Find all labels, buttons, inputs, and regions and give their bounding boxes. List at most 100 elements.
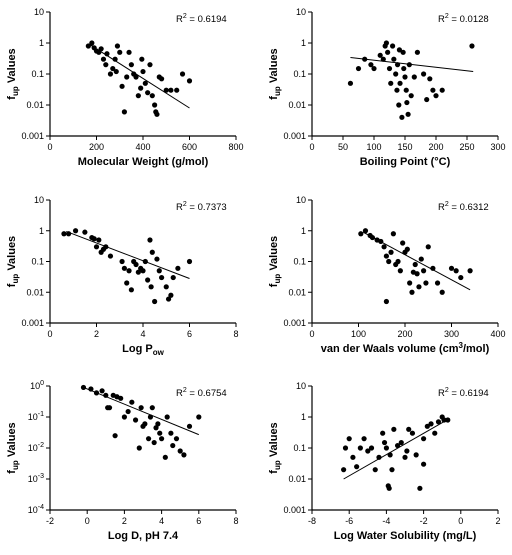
data-point: [423, 280, 429, 286]
data-point: [417, 485, 423, 491]
data-point: [358, 231, 364, 237]
data-point: [414, 49, 420, 55]
x-tick-label: 0: [309, 142, 314, 152]
x-tick-label: 300: [490, 142, 505, 152]
data-point: [418, 256, 424, 262]
data-point: [89, 40, 95, 46]
y-tick-label: 10-3: [28, 473, 44, 484]
data-point: [391, 426, 397, 432]
data-point: [400, 49, 406, 55]
y-tick-label: 1: [301, 226, 306, 236]
x-axis-label: Log Pow: [122, 343, 164, 357]
data-point: [173, 436, 180, 442]
x-tick-label: 0: [47, 329, 52, 339]
data-point: [377, 52, 383, 58]
data-point: [412, 261, 418, 268]
data-point: [140, 68, 146, 75]
data-point: [453, 268, 459, 274]
data-point: [393, 71, 399, 77]
data-point: [445, 417, 451, 423]
data-point: [145, 90, 151, 96]
y-axis-label: fup Values: [268, 48, 282, 99]
data-point: [380, 430, 386, 436]
y-tick-label: 1: [301, 38, 306, 48]
data-point: [416, 284, 422, 290]
y-axis-label: fup Values: [268, 422, 282, 473]
data-point: [396, 102, 402, 108]
data-point: [401, 65, 407, 72]
y-tick-label: 0.01: [288, 474, 306, 484]
data-point: [402, 74, 408, 80]
panel-e: 10-4 10-3 10-2 10-1 100 -2 0 2 4 6 8 R2 = 0.6754 Log…: [6, 380, 239, 542]
data-point: [404, 99, 410, 106]
x-tick-label: -6: [345, 516, 353, 526]
y-tick-label: 0.001: [283, 505, 306, 515]
data-point: [139, 56, 145, 62]
x-tick-label: 4: [140, 329, 145, 339]
data-point: [175, 265, 181, 271]
data-point: [430, 87, 436, 93]
panel-c: 0.001 0.01 0.1 1 10 0 2 4 6 8 R2 = 0.7373 Log Pow fu…: [6, 195, 239, 357]
x-tick-label: 6: [187, 329, 192, 339]
x-tick-label: 50: [338, 142, 348, 152]
x-tick-label: -2: [46, 516, 54, 526]
data-point: [383, 40, 389, 46]
data-point: [170, 442, 176, 449]
x-tick-label: 800: [228, 142, 243, 152]
y-tick-label: 0.01: [288, 100, 306, 110]
y-axis-label: fup Values: [6, 422, 20, 473]
data-point: [386, 65, 393, 72]
data-point: [434, 280, 441, 286]
x-tick-label: 300: [444, 329, 459, 339]
data-point: [425, 244, 431, 250]
data-point: [383, 298, 389, 305]
x-tick-label: 400: [135, 142, 150, 152]
data-point: [421, 71, 427, 77]
data-point: [389, 467, 395, 473]
data-point: [404, 246, 410, 252]
data-point: [421, 436, 427, 442]
x-tick-label: 100: [351, 329, 366, 339]
data-point: [103, 392, 109, 398]
data-point: [350, 454, 356, 460]
data-point: [155, 421, 161, 427]
data-point: [362, 56, 368, 62]
x-tick-label: 600: [182, 142, 197, 152]
trendline: [343, 417, 450, 480]
panel-f: 0.001 0.01 0.1 1 10 -8 -6 -4 -2 0 2 R2 = 0.6194 Log …: [268, 381, 501, 542]
data-point: [387, 452, 393, 458]
data-point: [365, 448, 371, 454]
data-point: [153, 425, 159, 431]
data-point: [124, 74, 130, 80]
data-point: [157, 430, 163, 436]
data-point: [386, 258, 392, 265]
data-point: [406, 426, 412, 432]
data-point: [368, 62, 374, 68]
data-point: [394, 442, 401, 449]
data-point: [409, 430, 416, 436]
data-point: [396, 47, 403, 53]
data-point: [179, 71, 186, 77]
data-point: [159, 76, 165, 82]
x-tick-label: 8: [233, 516, 238, 526]
data-point: [448, 265, 455, 271]
data-point: [121, 414, 127, 420]
data-point: [163, 284, 169, 290]
y-tick-label: 0.001: [283, 131, 306, 141]
y-tick-label: 10-1: [28, 411, 44, 422]
data-point: [372, 467, 378, 473]
data-point: [125, 408, 131, 415]
data-point: [159, 436, 165, 442]
data-point: [347, 80, 354, 86]
r-squared-label: R2 = 0.7373: [176, 201, 227, 213]
y-tick-label: 10: [34, 195, 44, 205]
panel-a: 0.001 0.01 0.1 1 10 0 200 400 600 800 R2 = 0.6194 M…: [6, 7, 244, 168]
data-point: [107, 253, 114, 259]
data-point: [406, 62, 412, 68]
data-point: [388, 249, 394, 255]
data-point: [439, 289, 445, 295]
x-tick-label: 2: [94, 329, 99, 339]
data-point: [388, 80, 394, 86]
x-tick-label: 0: [458, 516, 463, 526]
